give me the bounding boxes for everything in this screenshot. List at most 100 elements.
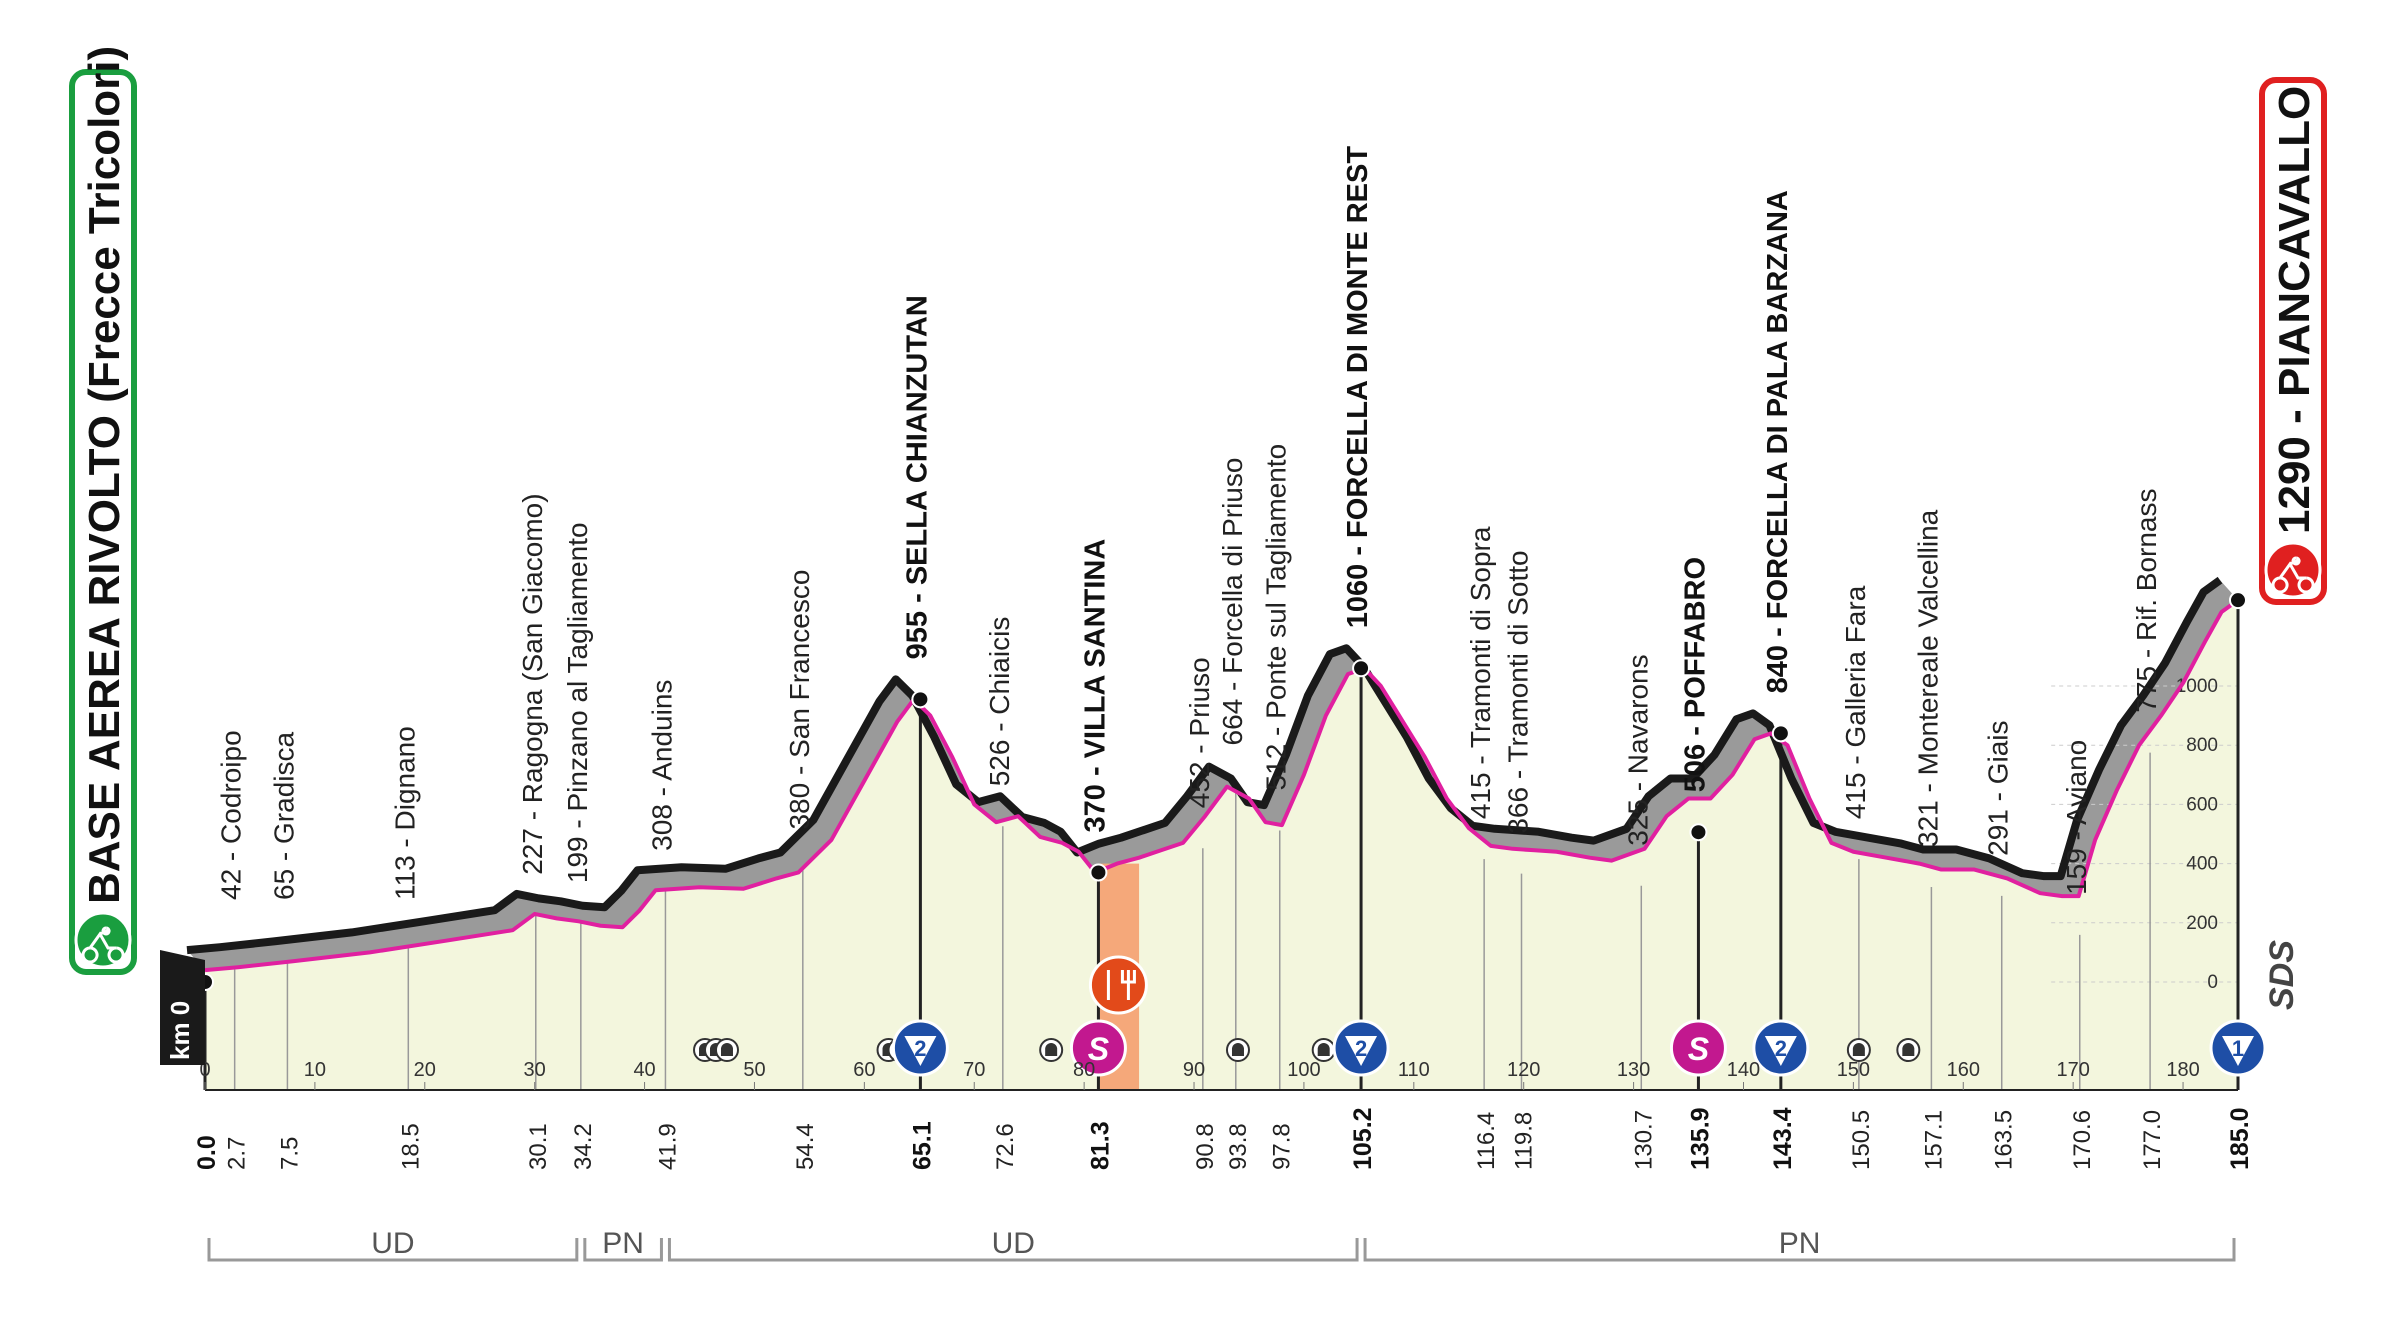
km-tick-label: 160 (1947, 1059, 1980, 1081)
waypoint-marker (1771, 724, 1790, 743)
waypoint-label: 325 - Navarons (1622, 654, 1653, 845)
waypoint-marker (911, 690, 930, 709)
waypoint-label: 321 - Montereale Valcellina (1912, 509, 1943, 847)
sprint-badge-circle (1669, 1019, 1727, 1077)
alt-tick-label: 400 (2186, 854, 2218, 875)
tunnel-icon (1311, 1038, 1336, 1062)
waypoint-km-label: 163.5 (1991, 1110, 2018, 1170)
tunnel-icon (1039, 1038, 1064, 1062)
waypoint-km-label: 90.8 (1192, 1123, 1219, 1170)
badges-layer: 2 2 2 1 S S (693, 955, 2267, 1077)
province-label: UD (992, 1227, 1035, 1260)
waypoint-km-label: 185.0 (2226, 1107, 2254, 1170)
waypoint-km-label: 0.0 (193, 1135, 221, 1170)
waypoint-label: 113 - Dignano (389, 726, 420, 900)
kom-badge-triangle (904, 1036, 937, 1066)
alt-tick-label: 200 (2186, 913, 2218, 934)
kom-badge-triangle (1764, 1036, 1797, 1066)
axis-layer: 0.0 2.7 7.5 18.5 30.1 34.2 41.9 54.4 65.1 72.6 81.… (193, 1059, 2254, 1262)
waypoint-km-label: 157.1 (1920, 1110, 1947, 1170)
finish-sign-frame (2259, 77, 2327, 605)
labels-layer: 42 - Codroipo 65 - Gradisca 113 - Dignano 2… (216, 146, 2162, 900)
waypoint-km-label: 93.8 (1225, 1123, 1252, 1170)
tunnel-icon-arch (1852, 1043, 1865, 1056)
km-tick-label: 60 (853, 1059, 875, 1081)
waypoint-km-label: 150.5 (1848, 1110, 1875, 1170)
km-tick-label: 50 (743, 1059, 765, 1081)
waypoint-km-label: 41.9 (654, 1123, 681, 1170)
waypoint-label: 512 - Ponte sul Tagliamento (1261, 444, 1292, 791)
feed-zone-icon-circle (1088, 955, 1148, 1015)
feed-zone-icon-cutlery (1106, 970, 1136, 1000)
kom-badge: 2 (891, 1019, 949, 1077)
km-tick-label: 0 (199, 1059, 210, 1081)
tunnel-icon-arch (720, 1043, 733, 1056)
province-bracket (667, 1238, 1359, 1262)
waypoint-label: 370 - VILLA SANTINA (1079, 539, 1111, 833)
ridge-line (186, 576, 2223, 955)
alt-tick-label: 1000 (2176, 676, 2218, 697)
tunnel-icon (1896, 1038, 1921, 1062)
sprint-badge-circle (1069, 1019, 1127, 1077)
waypoint-km-label: 54.4 (792, 1123, 819, 1170)
sprint-badge: S (1069, 1019, 1127, 1077)
km-tick-label: 40 (633, 1059, 655, 1081)
sprint-badge-label: S (1088, 1031, 1110, 1067)
kom-badge-category: 1 (2232, 1036, 2244, 1061)
km-tick-label: 80 (1073, 1059, 1095, 1081)
waypoint-km-label: 170.6 (2069, 1110, 2096, 1170)
waypoint-label: 452 - Priuso (1184, 657, 1215, 808)
finish-sign: 1290 - PIANCAVALLO (2259, 77, 2327, 605)
kom-badge-triangle (1345, 1036, 1378, 1066)
sprint-badge-label: S (1688, 1031, 1710, 1067)
waypoint-km-label: 143.4 (1769, 1107, 1797, 1170)
feed-zone-icon (1088, 955, 1148, 1015)
kom-badge-category: 2 (1775, 1036, 1787, 1061)
kom-badge: 2 (1752, 1019, 1810, 1077)
alt-tick-label: 0 (2207, 972, 2218, 993)
province-label: PN (1779, 1227, 1821, 1260)
waypoint-label: 526 - Chiaicis (984, 617, 1015, 787)
waypoint-km-label: 97.8 (1269, 1123, 1296, 1170)
waypoint-km-label: 119.8 (1511, 1112, 1538, 1170)
waypoint-label: 955 - SELLA CHIANZUTAN (901, 295, 933, 659)
waypoint-marker (2229, 591, 2247, 610)
alt-tick-label: 600 (2186, 794, 2218, 815)
waypoint-km-label: 18.5 (397, 1123, 424, 1170)
km-tick-label: 20 (414, 1059, 436, 1081)
tunnel-icon (1846, 1038, 1871, 1062)
waypoint-km-label: 34.2 (570, 1123, 597, 1170)
km-tick-label: 70 (963, 1059, 985, 1081)
km0-label: km 0 (165, 1001, 195, 1060)
km-tick-label: 140 (1727, 1059, 1760, 1081)
terrain-fill (205, 600, 2238, 1090)
kom-badge: 2 (1332, 1019, 1390, 1077)
waypoint-label: 65 - Gradisca (268, 732, 299, 900)
km-tick-label: 30 (524, 1059, 546, 1081)
waypoint-label: 506 - POFFABRO (1679, 557, 1711, 792)
waypoint-km-label: 72.6 (992, 1123, 1019, 1170)
kom-badge-triangle (2222, 1036, 2254, 1066)
waypoint-label: 42 - Codroipo (216, 730, 247, 900)
tunnel-icon-arch (1045, 1043, 1058, 1056)
profile-slope-band (187, 580, 2238, 971)
waypoint-marker (1089, 863, 1108, 882)
start-sign-frame (69, 69, 137, 975)
sprint-badge: S (1669, 1019, 1727, 1077)
tunnel-icon-arch (1231, 1043, 1244, 1056)
waypoint-km-label: 7.5 (276, 1137, 303, 1170)
km-tick-label: 150 (1837, 1059, 1870, 1081)
province-bracket (207, 1238, 579, 1262)
start-wedge (160, 950, 205, 1065)
waypoint-km-label: 105.2 (1349, 1107, 1377, 1170)
waypoint-label: 199 - Pinzano al Tagliamento (562, 522, 593, 883)
waypoint-label: 775 - Rif. Bornass (2131, 488, 2162, 712)
km-tick-label: 130 (1617, 1059, 1650, 1081)
waypoint-label: 415 - Tramonti di Sopra (1465, 526, 1496, 819)
start-location-label: BASE AEREA RIVOLTO (Frecce Tricolori) (80, 46, 129, 904)
km0-block: km 0 (160, 950, 205, 1065)
waypoint-km-label: 65.1 (908, 1121, 936, 1170)
waypoint-label: 664 - Forcella di Priuso (1217, 458, 1248, 746)
waypoint-label: 308 - Anduins (646, 680, 677, 851)
province-bracket (1363, 1238, 2236, 1262)
